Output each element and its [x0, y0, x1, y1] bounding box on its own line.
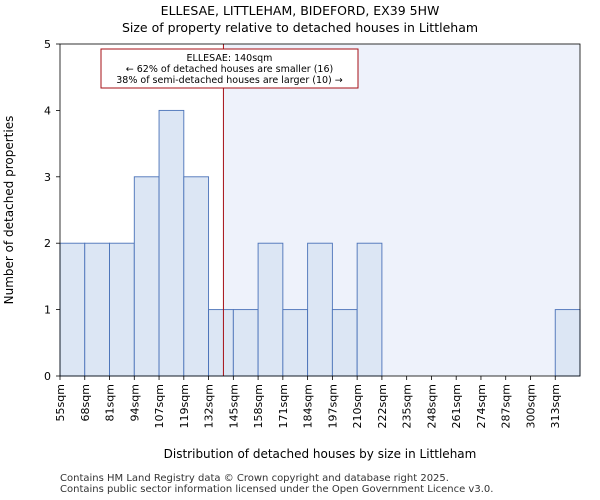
bar-107sqm	[158, 109, 185, 377]
annotation-line-2: ← 62% of detached houses are smaller (16…	[126, 64, 333, 75]
plot-frame	[59, 43, 581, 377]
y-tick-label: 3	[44, 171, 51, 184]
x-tick-label: 119sqm	[178, 384, 191, 428]
chart-title-line-1: ELLESAE, LITTLEHAM, BIDEFORD, EX39 5HW	[160, 3, 440, 18]
x-tick-label: 68sqm	[79, 384, 92, 421]
x-tick-label: 222sqm	[376, 384, 389, 428]
bar-210sqm	[356, 242, 383, 377]
x-tick-label: 94sqm	[128, 384, 141, 421]
bar-119sqm	[183, 176, 210, 377]
chart-title-line-2: Size of property relative to detached ho…	[121, 20, 479, 35]
annotation-line-3: 38% of semi-detached houses are larger (…	[116, 75, 343, 86]
annotation-line-1: ELLESAE: 140sqm	[187, 53, 273, 64]
bar-132sqm	[208, 309, 234, 377]
bar-197sqm	[331, 309, 358, 377]
x-tick-label: 274sqm	[475, 384, 488, 428]
x-tick-label: 107sqm	[153, 384, 166, 428]
x-axis-label: Distribution of detached houses by size …	[164, 447, 477, 461]
x-tick-label: 81sqm	[104, 384, 117, 421]
x-tick-label: 55sqm	[54, 384, 67, 421]
x-tick-label: 145sqm	[227, 384, 240, 428]
y-tick-label: 5	[44, 38, 51, 51]
x-tick-label: 210sqm	[351, 384, 364, 428]
x-tick-label: 171sqm	[277, 384, 290, 428]
bar-94sqm	[133, 176, 160, 377]
x-tick-label: 235sqm	[401, 384, 414, 428]
x-tick-label: 197sqm	[326, 384, 339, 428]
bar-68sqm	[84, 242, 110, 377]
bar-145sqm	[232, 309, 259, 377]
bar-313sqm	[554, 309, 581, 377]
y-axis-label: Number of detached properties	[2, 116, 16, 305]
footer-line-2: Contains public sector information licen…	[60, 484, 494, 495]
y-tick-label: 1	[44, 304, 51, 317]
x-tick-label: 184sqm	[302, 384, 315, 428]
x-tick-label: 261sqm	[450, 384, 463, 428]
x-tick-label: 132sqm	[203, 384, 216, 428]
x-tick-label: 248sqm	[425, 384, 438, 428]
footer-line-1: Contains HM Land Registry data © Crown c…	[60, 473, 449, 484]
x-tick-label: 300sqm	[524, 384, 537, 428]
x-tick-label: 287sqm	[500, 384, 513, 428]
bar-171sqm	[282, 309, 309, 377]
y-tick-label: 2	[44, 237, 51, 250]
bar-55sqm	[59, 242, 86, 377]
y-tick-label: 4	[44, 104, 51, 117]
y-tick-label: 0	[44, 370, 51, 383]
bar-158sqm	[257, 242, 284, 377]
bar-184sqm	[307, 242, 333, 377]
annotation-box	[100, 48, 359, 89]
x-tick-label: 158sqm	[252, 384, 265, 428]
x-tick-label: 313sqm	[549, 384, 562, 428]
bar-81sqm	[109, 242, 135, 377]
property-annotation: ELLESAE: 140sqm ← 62% of detached houses…	[100, 48, 359, 89]
